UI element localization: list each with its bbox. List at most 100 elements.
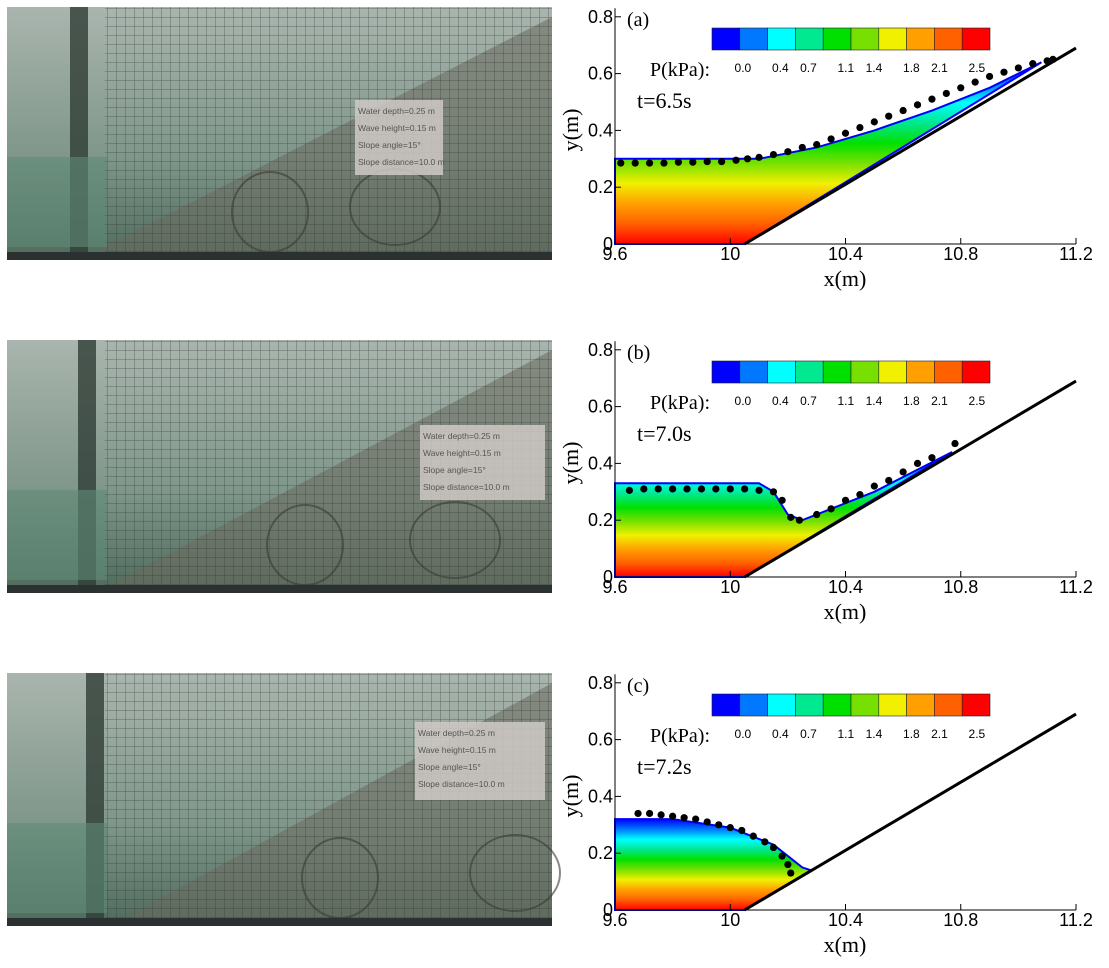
photo: Water depth=0.25 m Wave height=0.15 m Slop… bbox=[7, 673, 561, 926]
data-point bbox=[755, 486, 763, 494]
x-tick-label: 9.6 bbox=[602, 577, 627, 597]
data-point bbox=[942, 89, 950, 98]
photo-floor bbox=[7, 585, 552, 593]
data-point bbox=[778, 852, 786, 860]
data-point bbox=[856, 123, 864, 132]
colorbar-swatch bbox=[822, 693, 852, 717]
data-point bbox=[660, 159, 668, 167]
colorbar-tick-label: 0.0 bbox=[735, 394, 752, 408]
data-point bbox=[674, 158, 682, 166]
colorbar-swatch bbox=[767, 360, 796, 384]
x-tick-label: 10 bbox=[720, 577, 740, 597]
colorbar-tick-label: 2.1 bbox=[931, 61, 948, 75]
colorbar-swatch bbox=[795, 360, 824, 384]
x-tick-label: 10 bbox=[720, 910, 740, 930]
colorbar-swatch bbox=[767, 27, 796, 51]
data-point bbox=[784, 860, 792, 869]
data-point bbox=[795, 516, 804, 524]
colorbar-tick-label: 2.1 bbox=[931, 394, 948, 408]
x-axis-title: x(m) bbox=[824, 599, 867, 624]
photo-label: Slope angle=15° bbox=[418, 762, 481, 772]
colorbar-swatch bbox=[795, 693, 824, 717]
colorbar-swatch bbox=[822, 360, 852, 384]
y-tick-label: 0 bbox=[603, 567, 613, 587]
y-tick-label: 0.6 bbox=[588, 64, 613, 84]
label-card bbox=[355, 100, 443, 175]
colorbar-tick-label: 0.0 bbox=[735, 61, 752, 75]
colorbar-tick-label: 1.4 bbox=[866, 394, 883, 408]
data-point bbox=[669, 812, 677, 820]
colorbar-tick-label: 0.7 bbox=[800, 61, 817, 75]
label-card bbox=[415, 722, 545, 800]
y-tick-label: 0.2 bbox=[588, 843, 613, 863]
data-point bbox=[749, 832, 757, 840]
data-point bbox=[985, 72, 994, 81]
photo: Water depth=0.25 m Wave height=0.15 m Slop… bbox=[7, 7, 552, 260]
water-band bbox=[7, 157, 107, 247]
data-point bbox=[1049, 55, 1057, 64]
data-point bbox=[683, 485, 691, 493]
data-point bbox=[913, 101, 922, 109]
data-point bbox=[640, 485, 648, 493]
y-tick-label: 0.8 bbox=[588, 7, 613, 27]
data-point bbox=[645, 159, 654, 167]
slope-line bbox=[743, 712, 1077, 912]
water-band bbox=[7, 823, 107, 913]
colorbar-swatch bbox=[739, 360, 768, 384]
data-point bbox=[784, 148, 792, 156]
data-point bbox=[1029, 60, 1037, 68]
data-point bbox=[718, 158, 726, 166]
colorbar-tick-label: 2.5 bbox=[969, 727, 986, 741]
slope-line bbox=[743, 46, 1077, 246]
data-point bbox=[827, 505, 835, 513]
colorbar-swatch bbox=[878, 693, 907, 717]
data-point bbox=[761, 838, 769, 846]
y-tick-label: 0.8 bbox=[588, 673, 613, 693]
colorbar-tick-label: 2.1 bbox=[931, 727, 948, 741]
photo-label: Slope distance=10.0 m bbox=[418, 779, 505, 789]
data-point bbox=[827, 135, 835, 143]
data-point bbox=[741, 485, 749, 493]
y-tick-label: 0.2 bbox=[588, 177, 613, 197]
photo-label: Wave height=0.15 m bbox=[358, 123, 436, 133]
data-point bbox=[715, 821, 723, 829]
x-tick-label: 10.4 bbox=[828, 910, 863, 930]
colorbar-swatch bbox=[906, 27, 935, 51]
data-point bbox=[617, 159, 625, 167]
colorbar-title: P(kPa): bbox=[650, 59, 710, 81]
data-point bbox=[928, 95, 936, 103]
charts: 9.6 10 10.4 10.8 11.2 0 0.2 0.4 0.6 0.8 x(m) y(m) (a… bbox=[558, 7, 1093, 957]
data-point bbox=[634, 809, 642, 818]
data-point bbox=[703, 158, 711, 166]
data-point bbox=[625, 486, 634, 494]
photo-label: Slope angle=15° bbox=[358, 140, 421, 150]
data-point bbox=[870, 482, 878, 490]
data-point bbox=[957, 84, 965, 92]
colorbar-tick-label: 1.8 bbox=[903, 727, 920, 741]
photo: Water depth=0.25 m Wave height=0.15 m Slop… bbox=[7, 340, 552, 593]
time-label: t=7.0s bbox=[637, 421, 692, 446]
panel-label: (b) bbox=[627, 342, 650, 364]
data-point bbox=[692, 815, 700, 823]
chart: 9.6 10 10.4 10.8 11.2 0 0.2 0.4 0.6 0.8 x(m) y(m) (c… bbox=[558, 673, 1093, 957]
data-point bbox=[1000, 68, 1008, 76]
data-point bbox=[743, 155, 752, 163]
data-point bbox=[769, 150, 778, 159]
photo-label: Slope distance=10.0 m bbox=[358, 157, 445, 167]
x-tick-label: 10.8 bbox=[943, 577, 978, 597]
data-point bbox=[928, 454, 936, 462]
data-point bbox=[712, 485, 720, 493]
colorbar-swatch bbox=[934, 360, 963, 384]
colorbar-tick-label: 1.4 bbox=[866, 727, 883, 741]
data-point bbox=[951, 439, 959, 448]
colorbar-swatch bbox=[822, 27, 852, 51]
data-point bbox=[885, 476, 893, 485]
data-point bbox=[913, 459, 922, 467]
data-point bbox=[813, 510, 821, 519]
colorbar-swatch bbox=[795, 27, 824, 51]
data-point bbox=[769, 843, 778, 852]
time-label: t=6.5s bbox=[637, 88, 692, 113]
colorbar-swatch bbox=[850, 27, 880, 51]
label-card bbox=[420, 425, 545, 500]
